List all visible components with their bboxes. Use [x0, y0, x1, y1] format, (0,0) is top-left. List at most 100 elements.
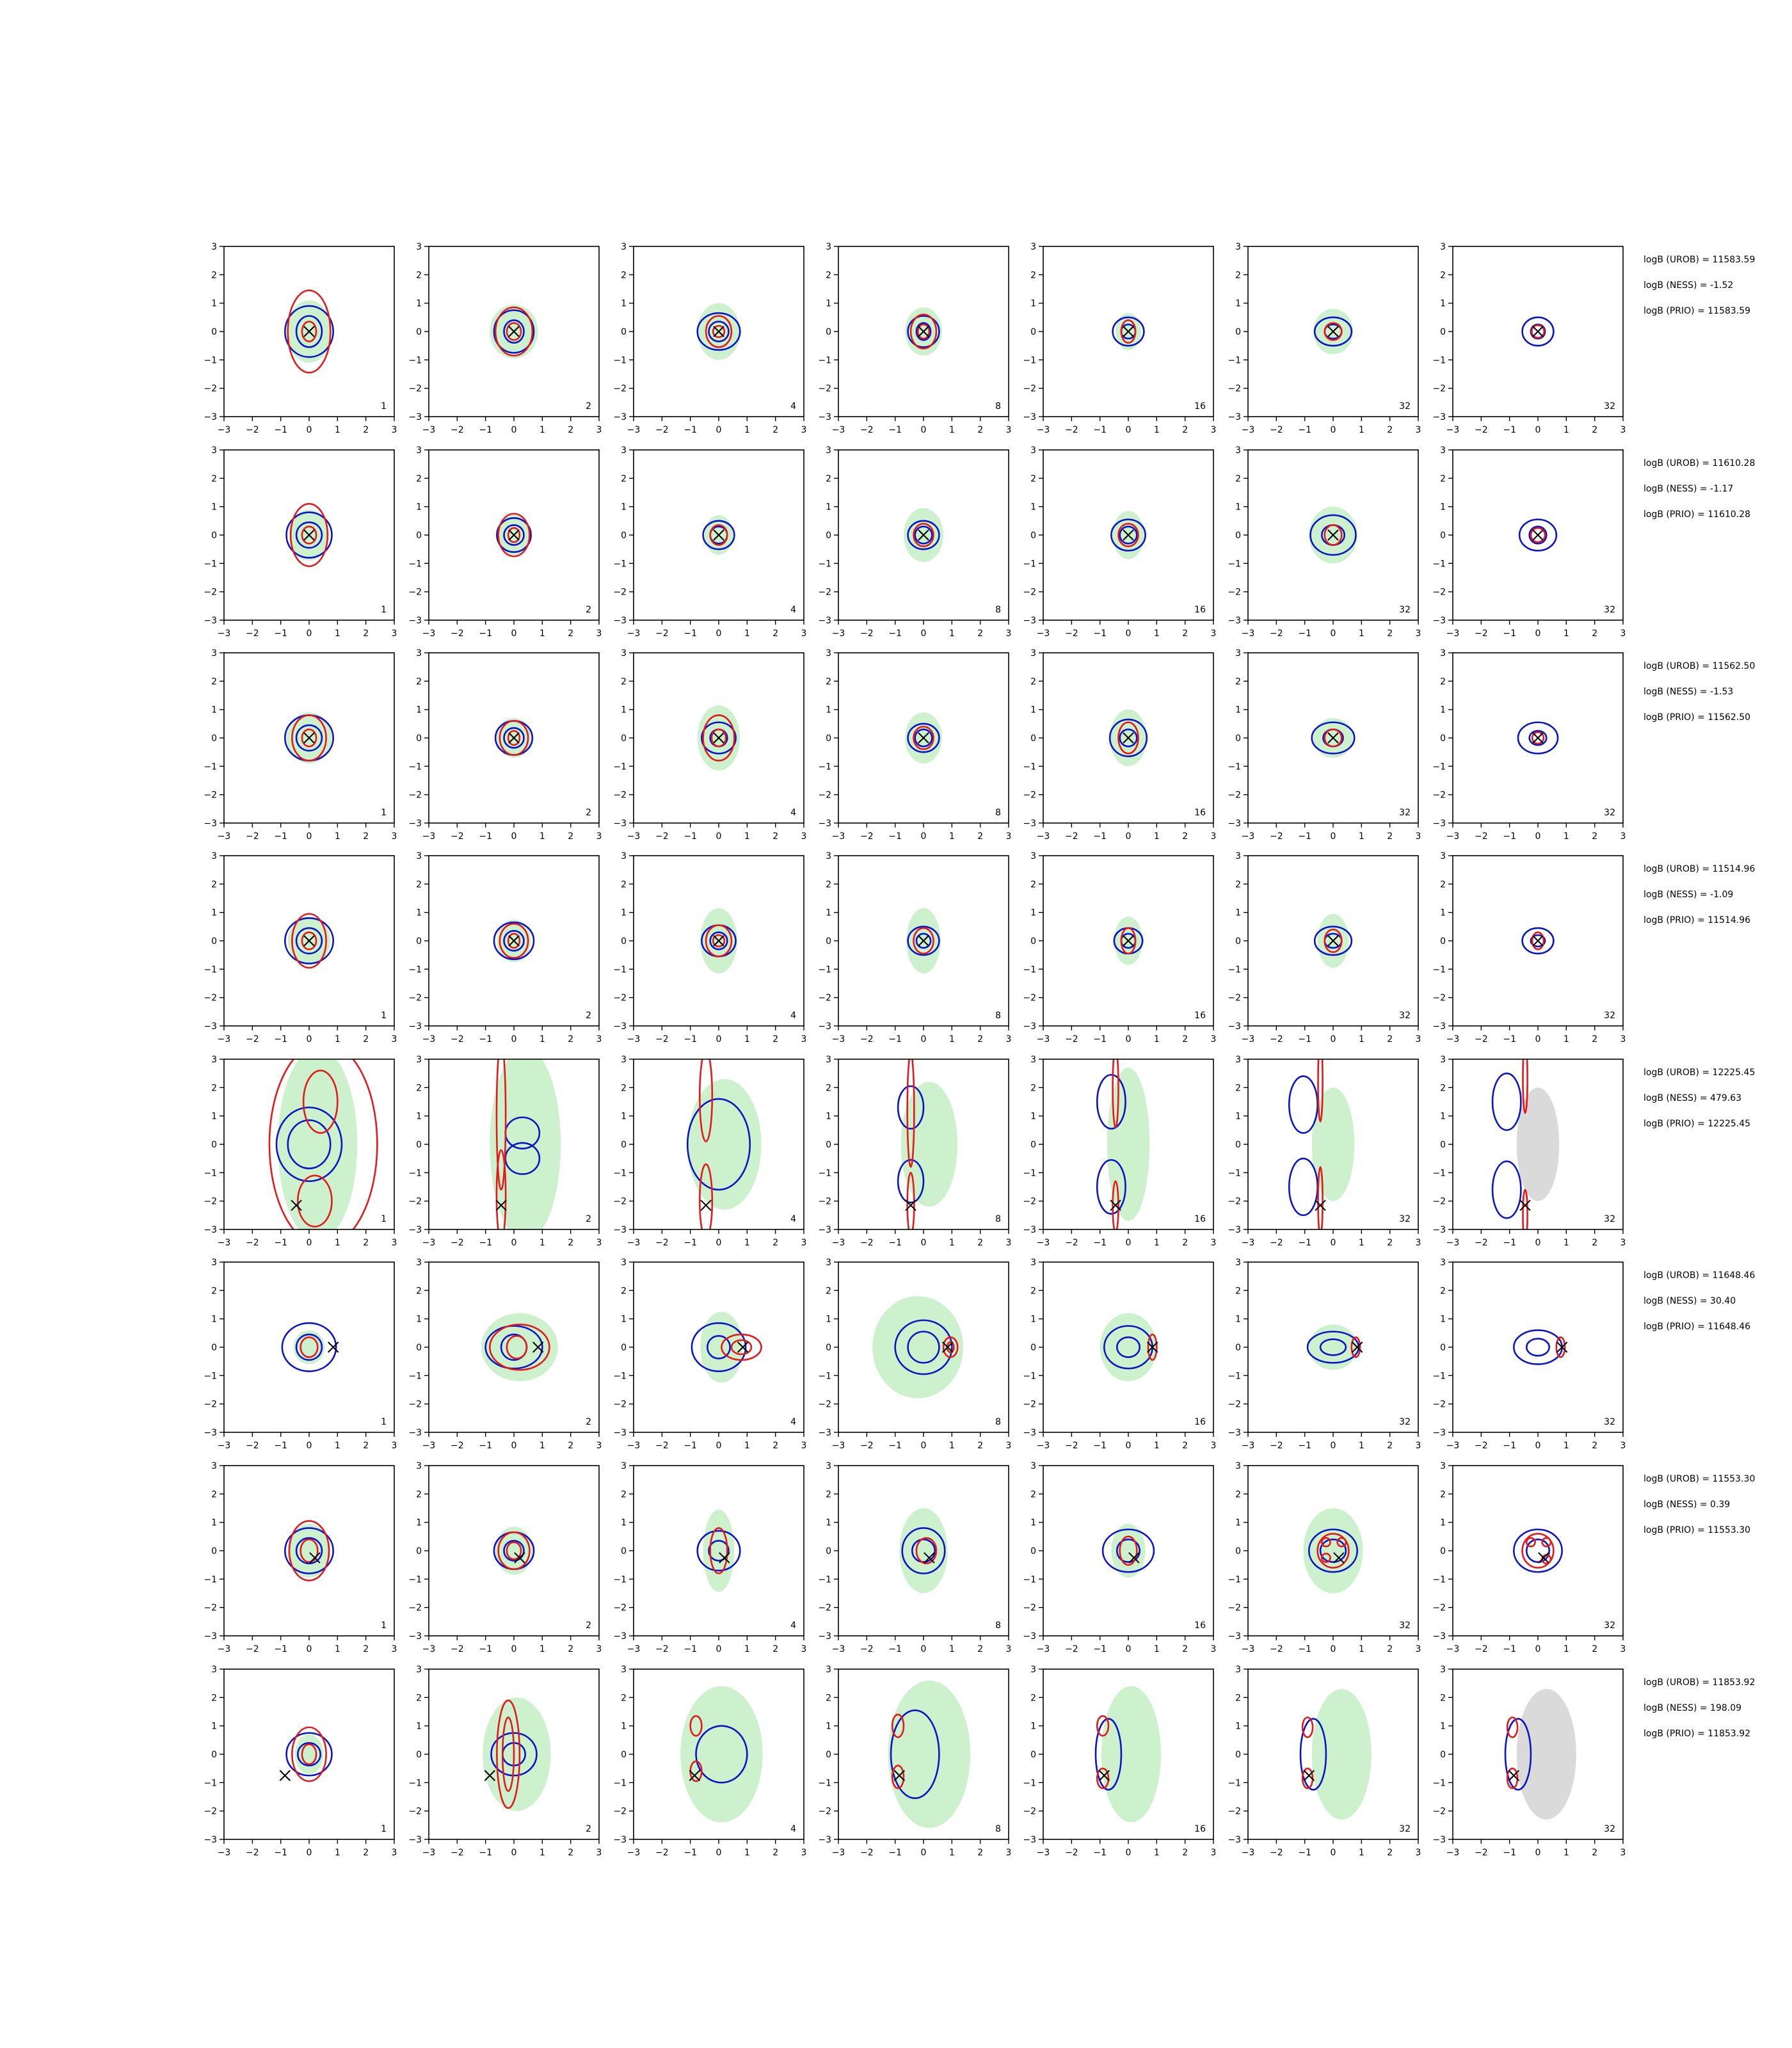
- blue-contour: [1513, 1329, 1563, 1365]
- blue-contour: [1308, 1528, 1358, 1573]
- x-tick-label: −2: [1475, 1644, 1488, 1654]
- x-tick-label: 2: [363, 831, 369, 842]
- x-tick-label: −3: [218, 628, 231, 639]
- x-tick-label: 2: [1182, 425, 1188, 435]
- reference-marker: [893, 1770, 906, 1781]
- y-tick-label: 2: [826, 1693, 831, 1703]
- x-tick-label: −2: [451, 1644, 464, 1654]
- subplot-r3-c3: −3−3 −2 −2 −1 −1 0 0 1 1 2 2 3 3 4: [613, 648, 806, 842]
- red-contour: [301, 728, 317, 748]
- y-tick-label: −2: [204, 384, 217, 394]
- plot-area: [1096, 1059, 1150, 1229]
- y-tick-label: −3: [1432, 1835, 1446, 1845]
- plot-area: [490, 1059, 561, 1229]
- reference-marker: [309, 1552, 321, 1564]
- y-tick-label: 0: [416, 327, 422, 337]
- reference-marker: [532, 1341, 544, 1353]
- y-tick-label: 2: [416, 1489, 422, 1500]
- y-tick-label: −1: [204, 1168, 217, 1178]
- subplot-r5-c6: −3−3 −2 −2 −1 −1 0 0 1 1 2 2 3 3 32: [1228, 1055, 1421, 1248]
- red-contour: [506, 1334, 528, 1360]
- blue-contour: [1504, 1718, 1532, 1791]
- x-tick-label: 2: [568, 425, 573, 435]
- y-tick-label: −3: [1023, 1835, 1036, 1845]
- y-tick-label: 2: [621, 879, 627, 890]
- blue-contour: [496, 517, 532, 553]
- reference-marker: [1351, 1341, 1363, 1353]
- red-contour: [1117, 721, 1139, 755]
- panel-iteration-label: 8: [995, 401, 1001, 412]
- x-tick-label: 2: [568, 628, 573, 639]
- x-tick-label: 1: [1564, 425, 1569, 435]
- plot-area: [1518, 518, 1558, 552]
- y-tick-label: 0: [1440, 1343, 1446, 1353]
- blue-contour: [897, 1159, 925, 1204]
- x-tick-label: −1: [1298, 1238, 1311, 1248]
- red-contour: [1541, 1537, 1552, 1548]
- blue-contour: [1521, 927, 1555, 955]
- x-tick-label: 3: [801, 1441, 807, 1451]
- y-tick-label: 1: [826, 502, 831, 513]
- panel-iteration-label: 1: [381, 1620, 387, 1631]
- y-tick-label: 1: [621, 299, 627, 309]
- x-tick-label: −2: [1270, 628, 1283, 639]
- x-tick-label: −3: [1446, 628, 1460, 639]
- x-tick-label: −2: [1270, 1441, 1283, 1451]
- panel-iteration-label: 16: [1194, 1214, 1206, 1224]
- y-tick-label: 1: [416, 1722, 422, 1732]
- subplot-r5-c2: −3−3 −2 −2 −1 −1 0 0 1 1 2 2 3 3 2: [408, 1055, 602, 1248]
- red-contour: [705, 315, 733, 348]
- x-tick-label: −1: [888, 831, 902, 842]
- red-contour: [268, 1059, 378, 1229]
- blue-contour: [686, 1098, 751, 1191]
- y-tick-label: −3: [818, 616, 831, 626]
- y-tick-label: 2: [826, 1286, 831, 1296]
- subplot-r4-c1: −3−3 −2 −2 −1 −1 0 0 1 1 2 2 3 3 1: [204, 851, 397, 1044]
- panel-iteration-label: 32: [1399, 808, 1411, 818]
- y-tick-label: −1: [1432, 1778, 1446, 1788]
- log-bayes-annotation: logB (NESS) = -1.09: [1644, 890, 1733, 900]
- x-tick-label: 1: [1154, 1034, 1160, 1044]
- red-contour: [1320, 1537, 1331, 1548]
- x-tick-label: 2: [1182, 831, 1188, 842]
- y-tick-label: 2: [1235, 1286, 1241, 1296]
- subplot-r4-c6: −3−3 −2 −2 −1 −1 0 0 1 1 2 2 3 3 32: [1228, 851, 1421, 1044]
- x-tick-label: −3: [1242, 425, 1255, 435]
- x-tick-label: 1: [540, 1644, 545, 1654]
- y-tick-label: −2: [1432, 1400, 1446, 1410]
- red-contour: [1324, 728, 1343, 748]
- x-tick-label: 1: [1359, 831, 1364, 842]
- y-tick-label: 2: [826, 270, 831, 280]
- y-tick-label: −3: [1023, 819, 1036, 829]
- x-tick-label: 1: [335, 628, 340, 639]
- x-tick-label: −3: [218, 1238, 231, 1248]
- blue-contour: [1288, 1157, 1318, 1217]
- blue-contour: [914, 525, 933, 545]
- y-tick-label: −3: [408, 1021, 422, 1032]
- y-tick-label: −2: [408, 1807, 422, 1817]
- y-tick-label: 1: [1030, 299, 1036, 309]
- x-tick-label: 3: [392, 1034, 397, 1044]
- subplot-r7-c4: −3−3 −2 −2 −1 −1 0 0 1 1 2 2 3 3 8: [818, 1461, 1011, 1654]
- density-fill: [703, 1509, 735, 1592]
- reference-marker: [924, 1552, 935, 1564]
- x-tick-label: −1: [1093, 628, 1107, 639]
- y-tick-label: 3: [1030, 1461, 1036, 1471]
- red-contour: [1117, 522, 1139, 548]
- y-tick-label: 3: [416, 1461, 422, 1471]
- x-tick-label: 1: [949, 1644, 955, 1654]
- blue-contour: [1110, 518, 1146, 552]
- x-tick-label: −3: [1242, 1441, 1255, 1451]
- red-contour: [709, 1527, 728, 1574]
- y-tick-label: 1: [1235, 1112, 1241, 1122]
- y-tick-label: 1: [1030, 705, 1036, 716]
- y-tick-label: −1: [818, 355, 831, 365]
- x-tick-label: 2: [1387, 1238, 1393, 1248]
- x-tick-label: 3: [1211, 1441, 1217, 1451]
- x-tick-label: 1: [949, 1238, 955, 1248]
- x-tick-label: −2: [1270, 1034, 1283, 1044]
- x-tick-label: −1: [1093, 1034, 1107, 1044]
- red-contour: [1531, 931, 1545, 950]
- x-tick-label: 1: [949, 425, 955, 435]
- x-tick-label: −3: [1242, 628, 1255, 639]
